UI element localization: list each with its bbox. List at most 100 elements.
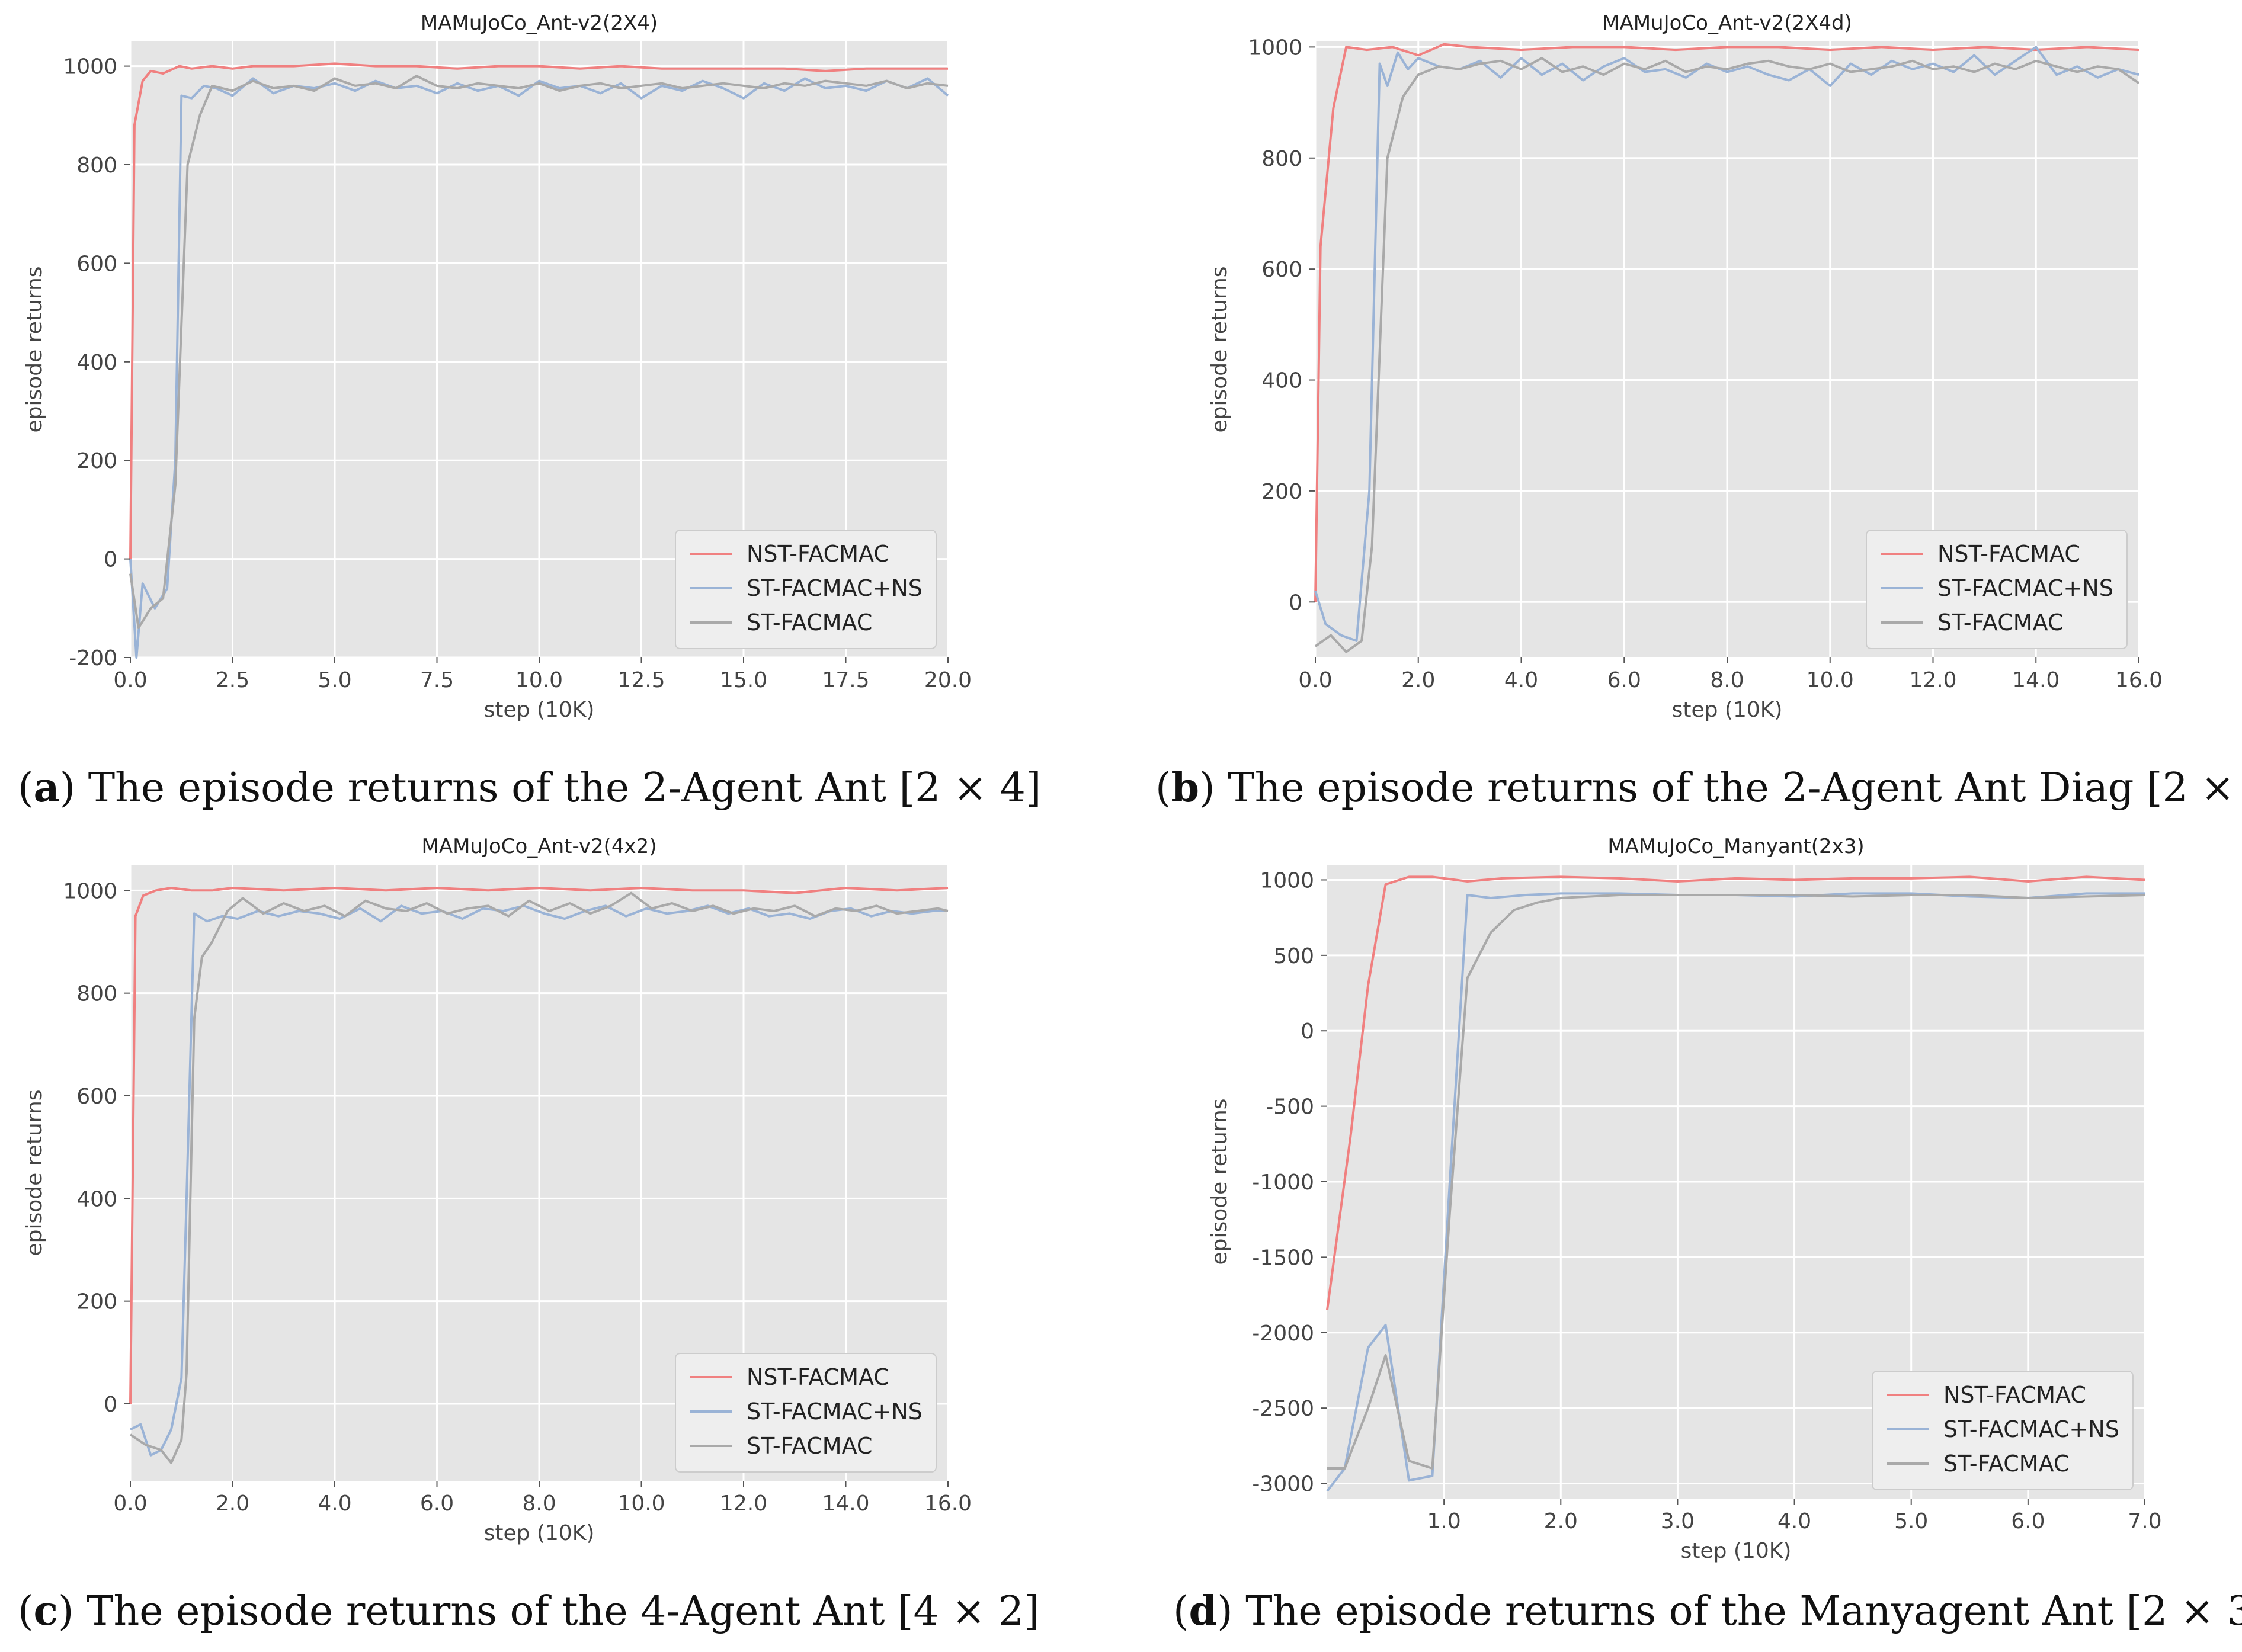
y-tick-label: 1000 xyxy=(63,55,117,79)
x-tick-label: 10.0 xyxy=(515,668,563,692)
chart-panel-d: 1.0 2.0 3.0 4.0 5.0 6.0 7.0 -3000 -2500 -2000 -150… xyxy=(1185,823,2192,1570)
x-tick-label: 10.0 xyxy=(1807,668,1854,692)
caption-letter: b xyxy=(1171,764,1200,811)
caption-text: ) The episode returns of the 2-Agent Ant… xyxy=(59,765,1042,811)
legend-label: ST-FACMAC xyxy=(747,1433,872,1459)
caption-letter: d xyxy=(1189,1587,1218,1635)
y-tick-label: 0 xyxy=(1301,1019,1314,1044)
series-line-st-facmac xyxy=(129,891,949,1464)
x-axis-label: step (10K) xyxy=(484,1521,595,1545)
legend-box xyxy=(675,530,937,649)
caption-a: (a) The episode returns of the 2-Agent A… xyxy=(18,764,1042,811)
caption-text: ) The episode returns of the Manyagent A… xyxy=(1217,1588,2242,1635)
x-tick-label: 6.0 xyxy=(2011,1509,2045,1534)
x-axis-label: step (10K) xyxy=(1672,698,1783,722)
chart-title: MAMuJoCo_Ant-v2(4x2) xyxy=(421,835,656,858)
series-line-st-facmac xyxy=(129,75,949,630)
x-tick-label: 14.0 xyxy=(2012,668,2060,692)
caption-d: (d) The episode returns of the Manyagent… xyxy=(1173,1587,2242,1635)
chart-panel-a: 0.0 2.5 5.0 7.5 10.0 12.5 15.0 17.5 20.0 -200 0 200… xyxy=(0,0,972,729)
x-tick-label: 3.0 xyxy=(1661,1509,1695,1534)
y-tick-label: -2000 xyxy=(1252,1321,1314,1346)
series-line-nst-facmac xyxy=(129,887,949,1404)
chart-panel-c: 0.0 2.0 4.0 6.0 8.0 10.0 12.0 14.0 16.0 0 200 400 60… xyxy=(0,823,972,1570)
legend-label: ST-FACMAC+NS xyxy=(747,575,923,601)
x-tick-label: 4.0 xyxy=(1777,1509,1811,1534)
x-tick-label: 0.0 xyxy=(1298,668,1332,692)
x-tick-label: 12.5 xyxy=(617,668,665,692)
legend-label: ST-FACMAC xyxy=(747,610,872,636)
y-tick-label: 600 xyxy=(1261,258,1302,282)
x-axis-label: step (10K) xyxy=(484,698,595,722)
y-tick-label: -500 xyxy=(1266,1095,1314,1119)
chart-manyant-2x3: 1.0 2.0 3.0 4.0 5.0 6.0 7.0 -3000 -2500 -2000 -150… xyxy=(1208,835,2162,1563)
y-tick-label: 600 xyxy=(76,252,117,276)
legend-label: NST-FACMAC xyxy=(1937,541,2080,567)
legend-label: NST-FACMAC xyxy=(747,1364,889,1390)
y-tick-label: -1500 xyxy=(1252,1246,1314,1270)
x-tick-label: 0.0 xyxy=(113,668,147,692)
series-line-st-facmac xyxy=(1314,57,2140,653)
series-line-nst-facmac xyxy=(129,62,948,559)
y-tick-label: 800 xyxy=(1261,147,1302,171)
x-tick-label: 12.0 xyxy=(720,1491,767,1516)
y-tick-label: 800 xyxy=(76,153,117,178)
y-tick-label: 400 xyxy=(76,1187,117,1211)
y-tick-label: 1000 xyxy=(1248,36,1302,60)
y-tick-label: 200 xyxy=(76,1290,117,1314)
caption-text: ) The episode returns of the 2-Agent Ant… xyxy=(1199,765,2242,811)
chart-panel-b: 0.0 2.0 4.0 6.0 8.0 10.0 12.0 14.0 16.0 0 200 400 60… xyxy=(1185,0,2192,729)
x-tick-label: 10.0 xyxy=(617,1491,665,1516)
chart-ant-4x2: 0.0 2.0 4.0 6.0 8.0 10.0 12.0 14.0 16.0 0 200 400 60… xyxy=(23,835,972,1545)
x-tick-label: 5.0 xyxy=(318,668,351,692)
y-tick-label: 0 xyxy=(104,548,117,572)
x-tick-label: 0.0 xyxy=(113,1491,147,1516)
series-line-nst-facmac xyxy=(1314,43,2139,602)
x-tick-label: 2.5 xyxy=(216,668,249,692)
x-tick-label: 2.0 xyxy=(1401,668,1435,692)
x-tick-label: 7.0 xyxy=(2128,1509,2161,1534)
y-axis-label: episode returns xyxy=(23,266,47,432)
x-tick-label: 4.0 xyxy=(318,1491,351,1516)
legend-label: ST-FACMAC+NS xyxy=(1937,575,2113,601)
chart-ant-2x4d: 0.0 2.0 4.0 6.0 8.0 10.0 12.0 14.0 16.0 0 200 400 60… xyxy=(1208,11,2163,722)
y-tick-label: -3000 xyxy=(1252,1473,1314,1497)
legend-label: ST-FACMAC+NS xyxy=(747,1398,923,1425)
caption-letter: a xyxy=(33,764,60,811)
series-line-st-facmac-ns xyxy=(1314,46,2139,642)
legend-label: ST-FACMAC xyxy=(1937,610,2063,636)
series-line-st-facmac xyxy=(1327,894,2145,1470)
y-tick-label: 400 xyxy=(76,351,117,375)
legend-label: ST-FACMAC+NS xyxy=(1943,1416,2119,1442)
y-tick-label: 800 xyxy=(76,982,117,1006)
x-tick-label: 4.0 xyxy=(1504,668,1538,692)
caption-text: ) The episode returns of the 4-Agent Ant… xyxy=(57,1588,1040,1635)
x-tick-label: 8.0 xyxy=(1710,668,1744,692)
y-tick-label: 600 xyxy=(76,1085,117,1109)
legend-box xyxy=(675,1353,937,1473)
y-tick-label: 1000 xyxy=(63,879,117,903)
y-axis-label: episode returns xyxy=(1208,266,1232,432)
x-tick-label: 12.0 xyxy=(1909,668,1956,692)
legend-box xyxy=(1872,1371,2134,1490)
x-tick-label: 1.0 xyxy=(1427,1509,1461,1534)
x-tick-label: 7.5 xyxy=(420,668,454,692)
x-tick-label: 15.0 xyxy=(720,668,767,692)
y-tick-label: 400 xyxy=(1261,369,1302,393)
x-tick-label: 14.0 xyxy=(822,1491,869,1516)
chart-title: MAMuJoCo_Ant-v2(2X4) xyxy=(421,11,658,35)
x-tick-label: 16.0 xyxy=(2115,668,2163,692)
x-tick-label: 16.0 xyxy=(924,1491,972,1516)
y-tick-label: 1000 xyxy=(1260,868,1314,893)
y-tick-label: 0 xyxy=(1289,591,1302,615)
y-tick-label: -2500 xyxy=(1252,1397,1314,1421)
y-tick-label: 0 xyxy=(104,1393,117,1417)
legend-label: NST-FACMAC xyxy=(1943,1382,2086,1408)
x-axis-label: step (10K) xyxy=(1681,1539,1792,1563)
chart-title: MAMuJoCo_Ant-v2(2X4d) xyxy=(1602,11,1852,35)
caption-c: (c) The episode returns of the 4-Agent A… xyxy=(18,1587,1040,1635)
x-tick-label: 20.0 xyxy=(924,668,972,692)
caption-letter: c xyxy=(33,1587,58,1635)
legend-label: ST-FACMAC xyxy=(1943,1451,2069,1477)
x-tick-label: 2.0 xyxy=(1544,1509,1578,1534)
